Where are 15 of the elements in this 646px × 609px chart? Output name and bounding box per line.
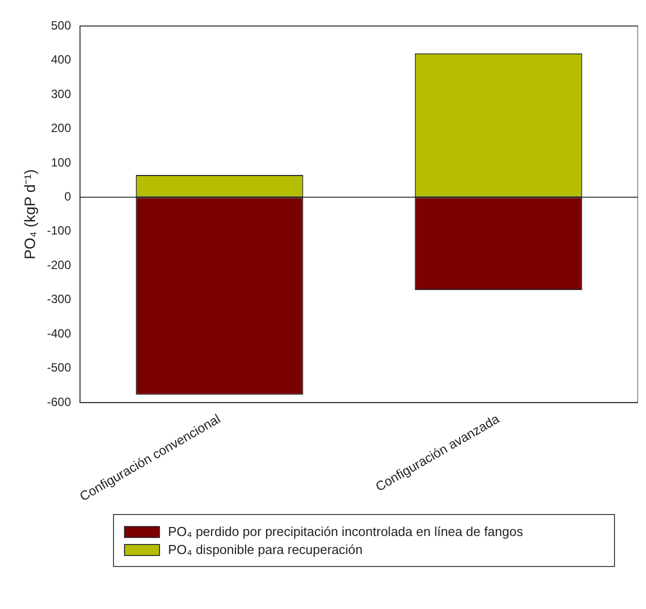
- y-tick-label: 200: [50, 121, 72, 136]
- y-tick-label: -400: [46, 326, 72, 340]
- y-tick-label: -600: [46, 394, 72, 409]
- y-tick-label: 0: [64, 190, 72, 204]
- y-tick-label: -500: [46, 360, 72, 375]
- y-tick-label: 300: [50, 86, 72, 101]
- y-tick-label: 100: [50, 155, 72, 170]
- y-tick-label: -200: [46, 258, 72, 272]
- y-tick-label: 500: [50, 18, 72, 32]
- y-tick-label: -100: [46, 224, 72, 238]
- y-axis-title: PO₄ (kgP d⁻¹): [22, 169, 40, 260]
- legend-label: PO₄ perdido por precipitación incontrolada en línea de fangos: [168, 524, 524, 539]
- legend-label: PO₄ disponible para recuperación: [168, 542, 363, 557]
- y-tick-label: 400: [50, 52, 72, 67]
- y-tick-label: -300: [46, 292, 72, 306]
